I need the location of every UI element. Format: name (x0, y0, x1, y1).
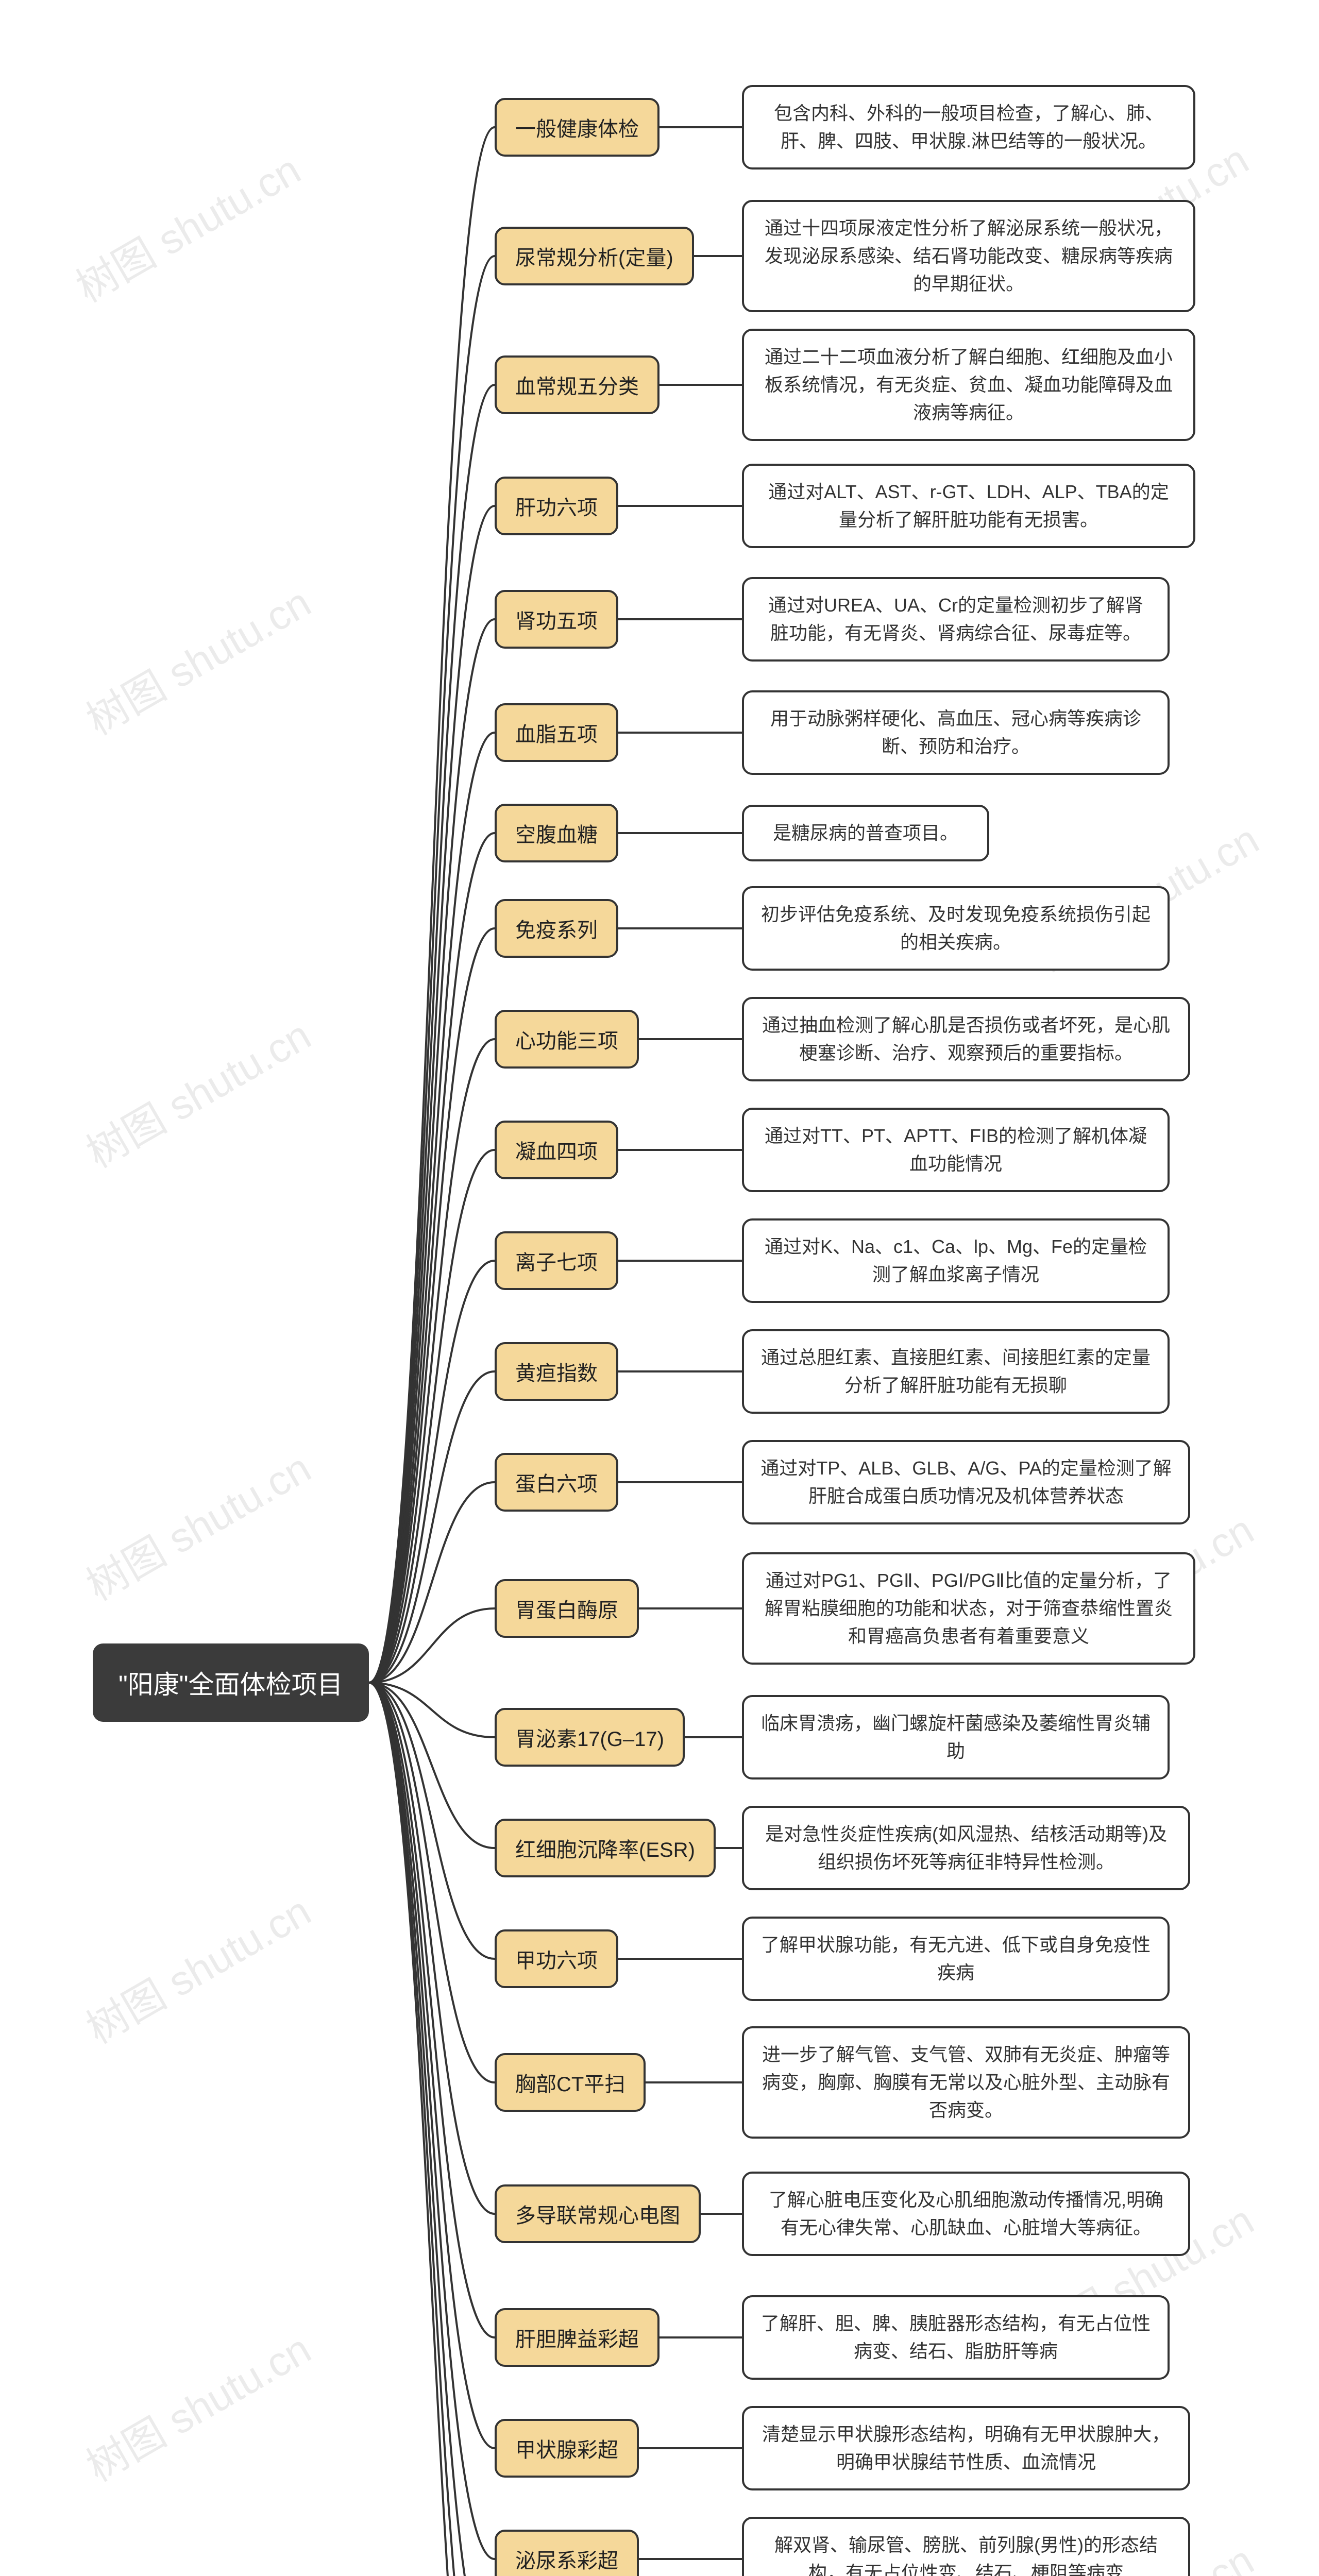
leaf-node: 通过对PG1、PGⅡ、PGⅠ/PGⅡ比值的定量分析，了解胃粘膜细胞的功能和状态，… (742, 1552, 1195, 1665)
branch-node: 胸部CT平扫 (495, 2053, 646, 2112)
leaf-node: 通过总胆红素、直接胆红素、间接胆红素的定量分析了解肝脏功能有无损聊 (742, 1329, 1170, 1414)
leaf-node: 通过十四项尿液定性分析了解泌尿系统一般状况，发现泌尿系感染、结石肾功能改变、糖尿… (742, 200, 1195, 312)
branch-node: 心功能三项 (495, 1010, 639, 1069)
branch-node: 胃泌素17(G–17) (495, 1708, 685, 1767)
leaf-node: 临床胃溃疡，幽门螺旋杆菌感染及萎缩性胃炎辅助 (742, 1695, 1170, 1780)
branch-node: 胃蛋白酶原 (495, 1579, 639, 1638)
leaf-node: 了解甲状腺功能，有无亢进、低下或自身免疫性疾病 (742, 1917, 1170, 2001)
branch-node: 多导联常规心电图 (495, 2184, 701, 2243)
branch-node: 肝功六项 (495, 477, 618, 535)
leaf-node: 通过抽血检测了解心肌是否损伤或者坏死，是心肌梗塞诊断、治疗、观察预后的重要指标。 (742, 997, 1190, 1081)
branch-node: 蛋白六项 (495, 1453, 618, 1512)
watermark: 树图 shutu.cn (74, 1879, 320, 2056)
branch-node: 甲状腺彩超 (495, 2419, 639, 2478)
leaf-node: 包含内科、外科的一般项目检查，了解心、肺、肝、脾、四肢、甲状腺.淋巴结等的一般状… (742, 85, 1195, 170)
watermark: 树图 shutu.cn (74, 570, 320, 747)
leaf-node: 通过对K、Na、c1、Ca、lp、Mg、Fe的定量检测了解血浆离子情况 (742, 1218, 1170, 1303)
leaf-node: 通过二十二项血液分析了解白细胞、红细胞及血小板系统情况，有无炎症、贫血、凝血功能… (742, 329, 1195, 441)
watermark: 树图 shutu.cn (63, 138, 310, 314)
branch-node: 离子七项 (495, 1231, 618, 1290)
leaf-node: 用于动脉粥样硬化、高血压、冠心病等疾病诊断、预防和治疗。 (742, 690, 1170, 775)
leaf-node: 了解肝、胆、脾、胰脏器形态结构，有无占位性病变、结石、脂肪肝等病 (742, 2295, 1170, 2380)
branch-node: 黄疸指数 (495, 1342, 618, 1401)
leaf-node: 清楚显示甲状腺形态结构，明确有无甲状腺肿大，明确甲状腺结节性质、血流情况 (742, 2406, 1190, 2490)
branch-node: 凝血四项 (495, 1121, 618, 1179)
leaf-node: 是糖尿病的普查项目。 (742, 805, 989, 861)
leaf-node: 是对急性炎症性疾病(如风湿热、结核活动期等)及组织损伤坏死等病征非特异性检测。 (742, 1806, 1190, 1890)
root-node: "阳康"全面体检项目 (93, 1643, 369, 1722)
branch-node: 尿常规分析(定量) (495, 227, 694, 285)
watermark: 树图 shutu.cn (74, 2317, 320, 2494)
leaf-node: 进一步了解气管、支气管、双肺有无炎症、肿瘤等病变，胸廓、胸膜有无常以及心脏外型、… (742, 2026, 1190, 2139)
branch-node: 血脂五项 (495, 703, 618, 762)
leaf-node: 通过对UREA、UA、Cr的定量检测初步了解肾脏功能，有无肾炎、肾病综合征、尿毒… (742, 577, 1170, 662)
branch-node: 空腹血糖 (495, 804, 618, 862)
branch-node: 血常规五分类 (495, 355, 660, 414)
branch-node: 甲功六项 (495, 1929, 618, 1988)
watermark: 树图 shutu.cn (74, 1003, 320, 1180)
leaf-node: 通过对TP、ALB、GLB、A/G、PA的定量检测了解肝脏合成蛋白质功情况及机体… (742, 1440, 1190, 1524)
leaf-node: 解双肾、输尿管、膀胱、前列腺(男性)的形态结构，有无占位性变、结石、梗阻等病变 (742, 2517, 1190, 2576)
watermark: 树图 shutu.cn (74, 1436, 320, 1613)
leaf-node: 通过对ALT、AST、r-GT、LDH、ALP、TBA的定量分析了解肝脏功能有无… (742, 464, 1195, 548)
branch-node: 一般健康体检 (495, 98, 660, 157)
leaf-node: 通过对TT、PT、APTT、FIB的检测了解机体凝血功能情况 (742, 1108, 1170, 1192)
branch-node: 肾功五项 (495, 590, 618, 649)
leaf-node: 初步评估免疫系统、及时发现免疫系统损伤引起的相关疾病。 (742, 886, 1170, 971)
branch-node: 肝胆脾益彩超 (495, 2308, 660, 2367)
branch-node: 红细胞沉降率(ESR) (495, 1819, 716, 1877)
branch-node: 泌尿系彩超 (495, 2530, 639, 2576)
leaf-node: 了解心脏电压变化及心肌细胞激动传播情况,明确有无心律失常、心肌缺血、心脏增大等病… (742, 2172, 1190, 2256)
branch-node: 免疫系列 (495, 899, 618, 958)
